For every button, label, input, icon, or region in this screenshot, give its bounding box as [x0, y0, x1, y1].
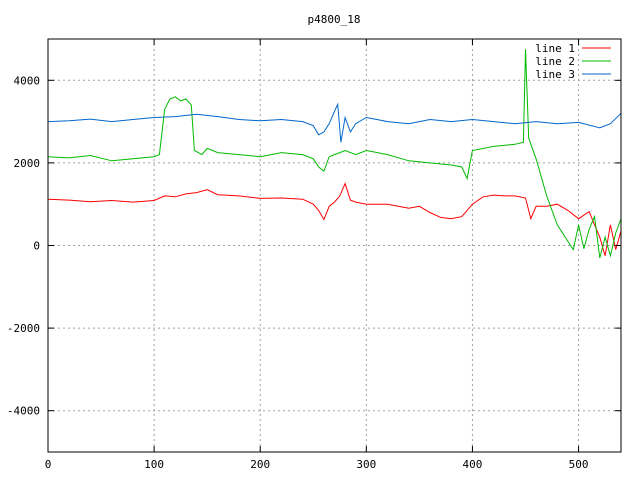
y-tick-label: 0 [33, 240, 40, 253]
y-tick-label: 4000 [14, 74, 41, 87]
ticks-layer: 0 100 200 300 400 500 -4000 -2000 0 2000 4000 [7, 39, 621, 471]
x-tick-label: 300 [356, 458, 376, 471]
x-tick-label: 0 [45, 458, 52, 471]
x-tick-label: 100 [144, 458, 164, 471]
series-line-2 [47, 49, 622, 259]
legend-label-3: line 3 [535, 68, 575, 81]
legend-label-1: line 1 [535, 42, 575, 55]
series-layer [47, 49, 622, 259]
y-tick-label: 2000 [14, 157, 41, 170]
x-tick-label: 200 [250, 458, 270, 471]
legend-label-2: line 2 [535, 55, 575, 68]
grid-layer [48, 39, 621, 452]
x-tick-label: 500 [569, 458, 589, 471]
series-line-3 [47, 102, 622, 143]
series-line-1 [47, 182, 622, 256]
y-tick-label: -2000 [7, 322, 40, 335]
chart-title: p4800_18 [308, 13, 361, 26]
x-tick-label: 400 [463, 458, 483, 471]
y-tick-label: -4000 [7, 405, 40, 418]
